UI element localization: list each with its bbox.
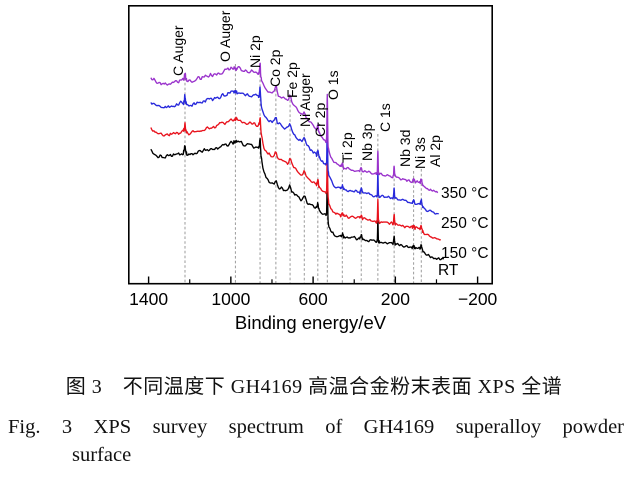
x-tick-label: 1000 <box>211 289 250 309</box>
peak-label-ni-2p: Ni 2p <box>247 35 263 68</box>
caption-english-line2: surface <box>72 444 132 466</box>
xps-figure: 1400 1000 600 200 −200 Binding energy/eV C Aug… <box>128 5 498 333</box>
spectrum-curve-RT <box>150 137 444 261</box>
caption-english: Fig. 3 XPS survey spectrum of GH4169 sup… <box>0 413 628 469</box>
peak-label-c-1s: C 1s <box>377 103 393 132</box>
x-tick-label: −200 <box>458 289 498 309</box>
peak-label-c-auger: C Auger <box>170 25 186 76</box>
peak-label-fe-2p: Fe 2p <box>284 62 300 98</box>
peak-label-ni-auger: Ni Auger <box>297 73 313 127</box>
peak-label-al-2p: Al 2p <box>427 135 443 167</box>
peak-label-nb-3d: Nb 3d <box>397 130 413 167</box>
x-tick-label: 600 <box>298 289 327 309</box>
peak-label-ti-2p: Ti 2p <box>339 132 355 163</box>
series-label-250°C: 250 °C <box>441 215 489 232</box>
x-tick-label: 200 <box>381 289 410 309</box>
caption-english-line1: Fig. 3 XPS survey spectrum of GH4169 sup… <box>8 416 624 438</box>
series-label-RT: RT <box>438 262 459 279</box>
series-label-150°C: 150 °C <box>441 245 489 262</box>
x-axis-title: Binding energy/eV <box>235 312 387 333</box>
x-tick-label: 1400 <box>129 289 168 309</box>
spectrum-curve-250°C <box>150 86 439 215</box>
peak-label-o-auger: O Auger <box>217 10 233 62</box>
peak-label-ni-3s: Ni 3s <box>412 137 428 169</box>
xps-survey-chart: 1400 1000 600 200 −200 Binding energy/eV C Aug… <box>128 5 498 333</box>
peak-label-cr-2p: Cr 2p <box>312 103 328 137</box>
plot-border <box>128 5 493 285</box>
series-label-350°C: 350 °C <box>441 185 489 202</box>
peak-label-co-2p: Co 2p <box>267 49 283 87</box>
spectrum-curve-350°C <box>150 62 439 194</box>
spectrum-curve-150°C <box>150 116 441 241</box>
caption-chinese: 图 3 不同温度下 GH4169 高温合金粉末表面 XPS 全谱 <box>65 376 563 398</box>
peak-label-o-1s: O 1s <box>325 70 341 100</box>
peak-label-nb-3p: Nb 3p <box>359 123 375 161</box>
